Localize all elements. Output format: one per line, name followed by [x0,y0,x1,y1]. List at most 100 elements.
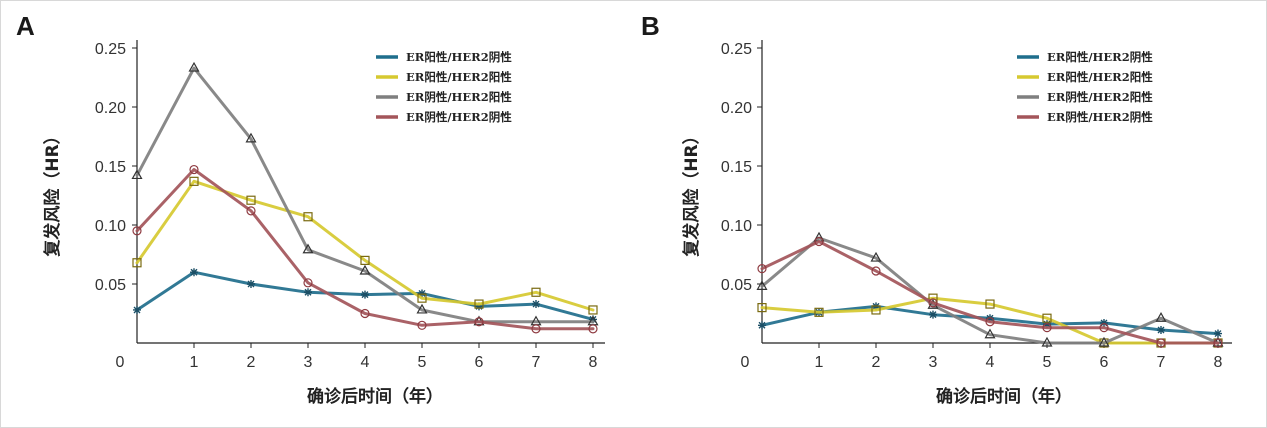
legend: ER阳性/HER2阴性 ER阳性/HER2阳性 ER阴性/HER2阳性 ER阴性/HE… [376,50,512,124]
circle-marker [132,226,142,236]
triangle-marker [188,61,200,72]
data-point [1098,336,1110,347]
circle-marker [1099,323,1109,333]
star-marker [247,280,255,288]
legend-label: ER阴性/HER2阴性 [406,110,512,124]
data-point [132,258,142,268]
data-point [475,302,483,311]
star-marker [133,305,141,314]
data-point [814,236,824,247]
series-line [760,296,1220,345]
data-point [758,321,766,330]
data-point [870,251,882,262]
circle-marker [1042,323,1052,333]
circle-marker [757,264,767,274]
data-point [474,317,484,327]
y-tick-label: 0.25 [721,41,752,58]
circle-marker [303,278,313,288]
series-1 [133,268,597,324]
triangle-marker [131,169,143,180]
square-marker [985,299,995,309]
series-4 [757,236,1223,348]
legend-label: ER阴性/HER2阴性 [1047,110,1153,124]
x-tick-label: 8 [1214,354,1223,371]
series-4 [132,164,598,334]
data-point [1155,311,1167,322]
y-tick-label: 0.05 [95,277,126,294]
circle-marker [814,236,824,247]
x-tick-label: 0 [741,354,750,371]
data-point [245,132,257,143]
data-point [131,169,143,180]
y-tick-label: 0.15 [95,159,126,176]
square-marker [757,303,767,313]
star-marker [361,290,369,299]
square-marker [246,195,256,205]
y-tick-label: 0.20 [95,100,126,117]
data-point [417,293,427,303]
x-tick-label: 7 [532,354,541,371]
x-tick-label: 7 [1157,354,1166,371]
circle-marker [189,164,199,175]
data-point [418,289,426,298]
data-point [928,298,938,308]
data-point [1041,336,1053,347]
x-tick-label: 0 [116,354,125,371]
circle-marker [871,266,881,276]
star-marker [418,289,426,298]
data-point [132,226,142,236]
star-marker [532,300,540,309]
legend-label: ER阳性/HER2阴性 [1047,50,1153,64]
triangle-marker [870,251,882,262]
square-marker [474,299,484,309]
y-tick-label: 0.20 [721,100,752,117]
data-point [302,243,314,254]
series-line [760,236,1220,345]
star-marker [475,302,483,311]
circle-marker [1213,338,1223,348]
x-tick-label: 5 [1043,354,1052,371]
square-marker [588,305,598,315]
square-marker [871,305,881,315]
series-3 [756,231,1224,347]
triangle-marker [756,280,768,290]
circle-marker [1156,338,1166,348]
triangle-marker [984,328,996,339]
y-axis-title: 复发风险（HR） [42,127,63,257]
circle-marker [985,317,995,327]
legend-label: ER阴性/HER2阳性 [1047,90,1153,104]
x-tick-label: 4 [986,354,995,371]
circle-marker [417,320,427,330]
star-marker [1157,326,1165,335]
chart-panel-a: A 0.05 0.10 0.15 0.20 0.25 0 1 2 3 4 5 6 7 8 确诊后时间（年） 复发… [16,11,605,407]
data-point [474,299,484,309]
legend-label: ER阳性/HER2阳性 [406,70,512,84]
data-point [531,287,541,297]
series-line [135,66,595,324]
data-point [871,266,881,276]
data-point [304,288,312,297]
x-tick-label: 5 [418,354,427,371]
data-point [359,264,371,275]
x-axis-title: 确诊后时间（年） [307,386,443,407]
data-point [589,315,597,324]
data-point [247,280,255,288]
square-marker [814,307,824,317]
data-point [189,176,199,186]
data-point [189,164,199,175]
y-tick-label: 0.25 [95,41,126,58]
data-point [416,303,428,314]
data-point [1100,318,1108,327]
y-tick-label: 0.05 [721,277,752,294]
x-tick-label: 3 [929,354,938,371]
data-point [1157,326,1165,335]
triangle-marker [1098,336,1110,347]
circle-marker [474,317,484,327]
x-tick-label: 4 [361,354,370,371]
data-point [985,317,995,327]
legend-label: ER阳性/HER2阳性 [1047,70,1153,84]
data-point [361,290,369,299]
triangle-marker [359,264,371,275]
data-point [188,61,200,72]
